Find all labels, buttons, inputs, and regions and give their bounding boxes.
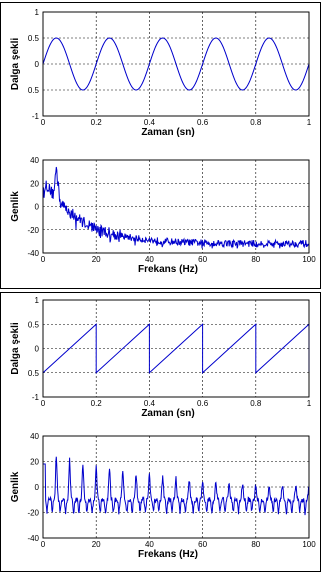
plot-frame — [42, 299, 310, 398]
y-tick-label: 0 — [35, 203, 40, 212]
x-tick-label: 1 — [307, 118, 312, 127]
series-line — [42, 323, 310, 374]
x-tick-label: 20 — [92, 255, 101, 264]
x-tick-label: 60 — [198, 255, 207, 264]
y-tick-label: 0 — [35, 483, 40, 492]
y-tick-label: -40 — [27, 249, 39, 258]
y-tick-label: 0 — [35, 345, 40, 354]
x-axis-label: Zaman (sn) — [141, 408, 194, 419]
x-tick-label: 100 — [302, 255, 316, 264]
series-line — [42, 37, 310, 91]
waveform-axes: 0 0.2 0.4 0.6 0.8 1 -1 0.5 0 0.5 1 Zaman (sn) Dalga … — [10, 296, 312, 419]
x-tick-label: 0.8 — [250, 399, 262, 408]
y-tick-label: -1 — [32, 393, 40, 402]
y-tick-label: 20 — [30, 179, 39, 188]
y-tick-label: -40 — [27, 534, 39, 543]
x-tick-label: 100 — [302, 540, 316, 549]
y-axis-label: Genlik — [10, 191, 21, 222]
plot-frame — [42, 11, 310, 117]
y-tick-label: 1 — [35, 296, 40, 305]
x-tick-label: 60 — [198, 540, 207, 549]
y-tick-label: -20 — [27, 509, 39, 518]
x-axis-label: Frekans (Hz) — [138, 264, 198, 275]
x-tick-label: 80 — [251, 255, 260, 264]
y-tick-label: 40 — [30, 432, 39, 441]
plot-frame — [42, 435, 310, 539]
x-axis-label: Frekans (Hz) — [138, 549, 198, 560]
x-tick-label: 0.4 — [144, 118, 156, 127]
series-line — [43, 456, 310, 516]
y-tick-label: 40 — [30, 156, 39, 165]
plot-frame — [42, 159, 310, 254]
sine-figure: 0 0.2 0.4 0.6 0.8 1 -1 0.5 0 0.5 1 Zaman (sn) Dalga … — [10, 8, 316, 275]
x-tick-label: 0.8 — [250, 118, 262, 127]
x-tick-label: 40 — [145, 540, 154, 549]
x-tick-label: 80 — [251, 540, 260, 549]
y-tick-label: 0.5 — [28, 320, 40, 329]
waveform-axes: 0 0.2 0.4 0.6 0.8 1 -1 0.5 0 0.5 1 Zaman (sn) Dalga … — [10, 8, 312, 138]
y-tick-label: 0.5 — [28, 86, 40, 95]
x-tick-label: 0 — [41, 118, 46, 127]
y-tick-label: -20 — [27, 226, 39, 235]
y-tick-label: 0 — [35, 60, 40, 69]
y-axis-label: Dalga şekli — [10, 322, 21, 374]
x-tick-label: 40 — [145, 255, 154, 264]
y-axis-label: Genlik — [10, 471, 21, 502]
x-tick-label: 20 — [92, 540, 101, 549]
x-tick-label: 0 — [41, 540, 46, 549]
x-tick-label: 1 — [307, 399, 312, 408]
series-line — [42, 166, 310, 249]
x-tick-label: 0.4 — [144, 399, 156, 408]
figure-panel-sawtooth: 0 0.2 0.4 0.6 0.8 1 -1 0.5 0 0.5 1 Zaman (sn) Dalga … — [0, 292, 321, 572]
figure-panel-sine: 0 0.2 0.4 0.6 0.8 1 -1 0.5 0 0.5 1 Zaman (sn) Dalga … — [0, 2, 321, 289]
y-tick-label: 20 — [30, 458, 39, 467]
y-tick-label: 0.5 — [28, 369, 40, 378]
y-tick-label: -1 — [32, 112, 40, 121]
y-tick-label: 1 — [35, 8, 40, 17]
y-axis-label: Dalga şekli — [10, 38, 21, 90]
x-axis-label: Zaman (sn) — [141, 127, 194, 138]
x-tick-label: 0.6 — [197, 118, 209, 127]
x-tick-label: 0 — [41, 255, 46, 264]
x-tick-label: 0 — [41, 399, 46, 408]
x-tick-label: 0.2 — [91, 399, 103, 408]
sawtooth-figure: 0 0.2 0.4 0.6 0.8 1 -1 0.5 0 0.5 1 Zaman (sn) Dalga … — [10, 296, 316, 560]
x-tick-label: 0.6 — [197, 399, 209, 408]
x-tick-label: 0.2 — [91, 118, 103, 127]
y-tick-label: 0.5 — [28, 34, 40, 43]
